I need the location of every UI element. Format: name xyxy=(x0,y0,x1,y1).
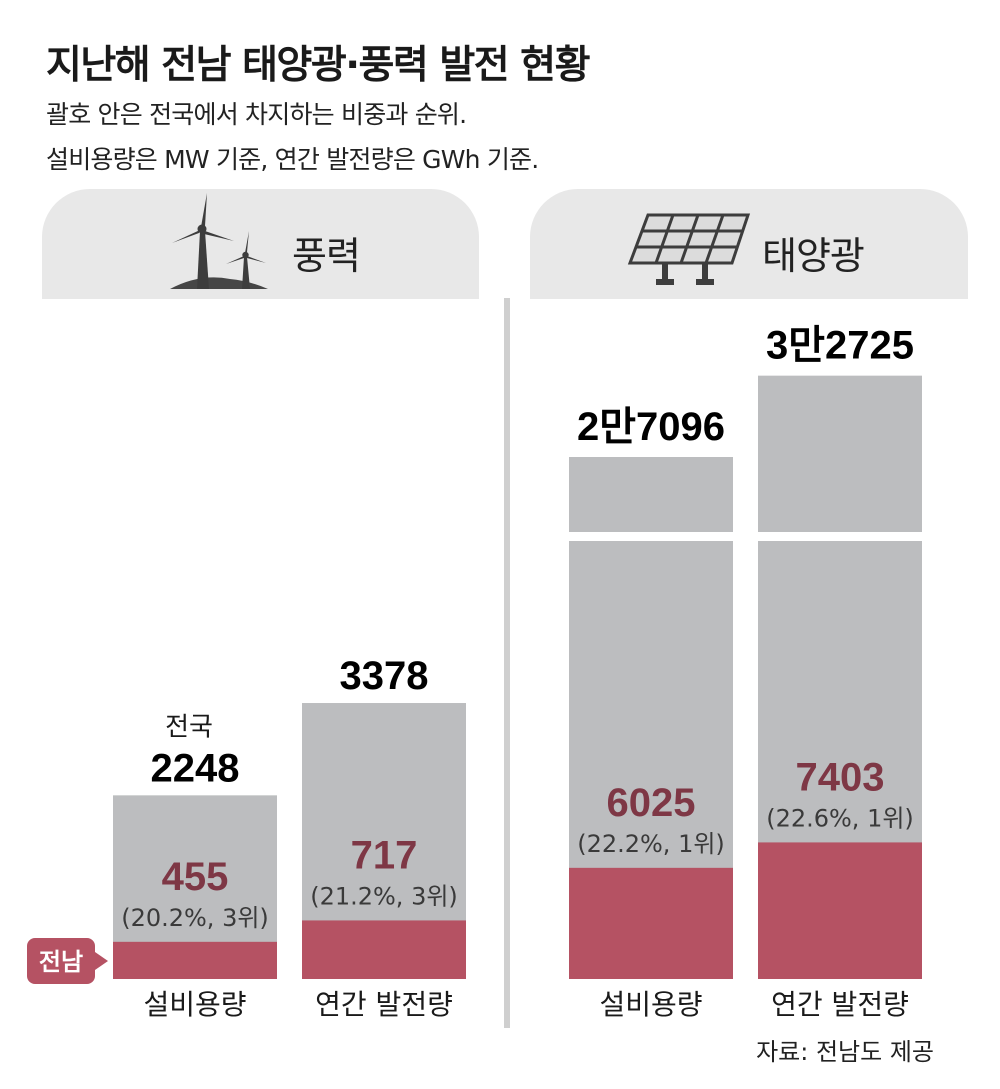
label-solar-category-1: 연간 발전량 xyxy=(771,988,909,1021)
label-wind-total-1: 3378 xyxy=(340,654,429,698)
label-solar-category-0: 설비용량 xyxy=(599,988,702,1021)
subtitle-note-share: 괄호 안은 전국에서 차지하는 비중과 순위. xyxy=(46,100,467,129)
label-wind-total-0: 2248 xyxy=(151,746,240,790)
label-solar-total-1: 3만2725 xyxy=(766,324,914,368)
label-wind-share-1: (21.2%, 3위) xyxy=(310,882,458,910)
solar-panel-header: 태양광 xyxy=(530,189,968,299)
label-solar-share-1: (22.6%, 1위) xyxy=(766,804,914,832)
label-wind-region-1: 717 xyxy=(351,833,418,877)
bar-wind-region-1 xyxy=(302,920,466,979)
region-badge-pointer xyxy=(95,952,108,970)
wind-panel-label: 풍력 xyxy=(292,234,361,278)
label-wind-category-0: 설비용량 xyxy=(143,988,246,1021)
region-badge xyxy=(27,938,95,984)
label-national-annotation: 전국 xyxy=(165,712,213,742)
label-solar-region-1: 7403 xyxy=(796,755,885,799)
source-note: 자료: 전남도 제공 xyxy=(756,1038,934,1066)
label-wind-category-1: 연간 발전량 xyxy=(315,988,453,1021)
bar-solar-break-1 xyxy=(758,532,922,541)
label-solar-share-0: (22.2%, 1위) xyxy=(577,830,725,858)
subtitle-note-units: 설비용량은 MW 기준, 연간 발전량은 GWh 기준. xyxy=(46,145,539,174)
bar-wind-region-0 xyxy=(113,941,277,979)
panel-divider xyxy=(504,298,510,1028)
bar-solar-region-0 xyxy=(569,867,733,979)
solar-panel-label: 태양광 xyxy=(762,234,865,278)
wind-panel-header: 풍력 xyxy=(42,189,479,299)
label-wind-region-0: 455 xyxy=(162,855,229,899)
chart-title: 지난해 전남 태양광·풍력 발전 현황 xyxy=(46,43,590,88)
region-badge-label: 전남 xyxy=(39,948,83,976)
bar-solar-region-1 xyxy=(758,842,922,979)
label-wind-share-0: (20.2%, 3위) xyxy=(121,904,269,932)
label-solar-total-0: 2만7096 xyxy=(577,405,725,449)
bar-solar-break-0 xyxy=(569,532,733,541)
solar-panel-icon xyxy=(627,213,751,285)
wind-turbine-icon xyxy=(170,193,268,289)
label-solar-region-0: 6025 xyxy=(607,781,696,825)
